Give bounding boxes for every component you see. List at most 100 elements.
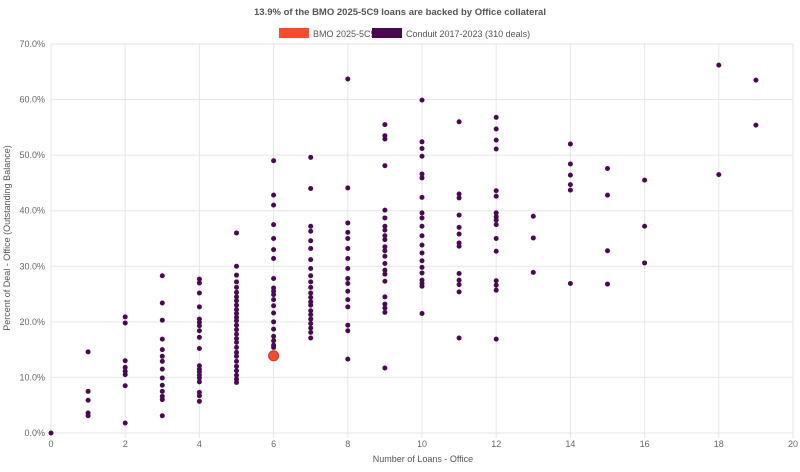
conduit-point [196, 393, 202, 399]
conduit-point [456, 191, 462, 197]
conduit-point [567, 187, 573, 193]
conduit-point [493, 114, 499, 120]
conduit-point [493, 210, 499, 216]
conduit-point [308, 257, 314, 263]
conduit-point [271, 192, 277, 198]
conduit-point [308, 302, 314, 308]
conduit-point [234, 353, 239, 359]
conduit-point [159, 300, 165, 306]
conduit-point [345, 276, 351, 282]
conduit-point [345, 297, 351, 303]
conduit-point [271, 303, 277, 309]
conduit-point [345, 322, 351, 328]
conduit-point [382, 233, 388, 239]
conduit-point [419, 194, 425, 200]
conduit-point [530, 235, 536, 241]
conduit-point [419, 250, 425, 256]
conduit-point [642, 223, 648, 229]
conduit-point [419, 233, 425, 239]
conduit-point [345, 229, 351, 235]
conduit-point [382, 305, 388, 311]
conduit-point [493, 188, 499, 194]
x-tick-label: 14 [565, 439, 575, 449]
conduit-point [530, 213, 536, 219]
x-tick-label: 0 [48, 439, 53, 449]
conduit-point [605, 248, 610, 254]
conduit-point [122, 364, 128, 370]
conduit-point [382, 136, 388, 142]
conduit-point [159, 273, 165, 279]
conduit-point [234, 358, 239, 364]
conduit-point [234, 344, 239, 350]
conduit-point [345, 76, 351, 82]
conduit-point [196, 280, 202, 286]
conduit-point [493, 287, 499, 293]
conduit-point [567, 161, 573, 167]
conduit-point [308, 284, 314, 290]
conduit-point [271, 247, 277, 253]
conduit-point [345, 288, 351, 294]
x-axis-label: Number of Loans - Office [373, 454, 473, 464]
conduit-point [196, 328, 202, 334]
x-tick-label: 4 [197, 439, 202, 449]
conduit-point [382, 267, 388, 273]
y-tick-label: 10.0% [19, 372, 45, 382]
x-tick-label: 20 [788, 439, 798, 449]
conduit-point [345, 236, 351, 241]
conduit-point [382, 271, 388, 277]
conduit-point [382, 207, 388, 213]
conduit-point [308, 335, 314, 341]
conduit-point [234, 339, 239, 345]
conduit-point [271, 319, 277, 325]
conduit-point [419, 264, 425, 270]
conduit-point [382, 301, 388, 307]
bmo-point [268, 350, 280, 362]
conduit-point [159, 317, 165, 323]
conduit-point [419, 175, 425, 181]
conduit-point [456, 271, 462, 277]
conduit-point [382, 261, 388, 267]
conduit-point [85, 413, 91, 419]
conduit-point [234, 230, 239, 236]
y-tick-label: 50.0% [19, 150, 45, 160]
conduit-point [196, 346, 202, 352]
conduit-point [382, 237, 388, 243]
legend-item-bmo[interactable]: BMO 2025-5C9 [279, 28, 376, 39]
conduit-point [308, 325, 314, 331]
conduit-point [308, 266, 314, 272]
y-tick-label: 30.0% [19, 261, 45, 271]
x-tick-label: 6 [271, 439, 276, 449]
conduit-point [382, 278, 388, 284]
conduit-point [456, 119, 462, 125]
conduit-point [493, 282, 499, 288]
legend-item-conduit[interactable]: Conduit 2017-2023 (310 deals) [372, 28, 530, 39]
conduit-point [382, 122, 388, 128]
conduit-point [493, 236, 499, 241]
conduit-point [234, 318, 239, 324]
conduit-point [234, 289, 239, 295]
conduit-point [605, 192, 610, 198]
conduit-point [308, 185, 314, 191]
conduit-point [382, 244, 388, 250]
legend-label-bmo: BMO 2025-5C9 [313, 29, 376, 39]
conduit-point [308, 329, 314, 335]
conduit-point [196, 379, 202, 385]
conduit-point [271, 202, 277, 208]
conduit-point [234, 331, 239, 337]
conduit-point [456, 212, 462, 218]
conduit-point [271, 256, 277, 262]
conduit-point [419, 171, 425, 177]
conduit-point [271, 222, 277, 228]
conduit-point [85, 397, 91, 403]
conduit-point [567, 141, 573, 147]
conduit-point [234, 368, 239, 374]
conduit-point [456, 243, 462, 249]
conduit-point [196, 276, 202, 282]
x-tick-labels: 0 2 4 6 8 10 12 14 16 18 20 [48, 439, 798, 449]
conduit-point [271, 338, 277, 344]
conduit-point [308, 279, 314, 285]
x-tick-label: 16 [640, 439, 650, 449]
conduit-point [122, 383, 128, 389]
conduit-point [419, 153, 425, 159]
x-tick-label: 2 [123, 439, 128, 449]
